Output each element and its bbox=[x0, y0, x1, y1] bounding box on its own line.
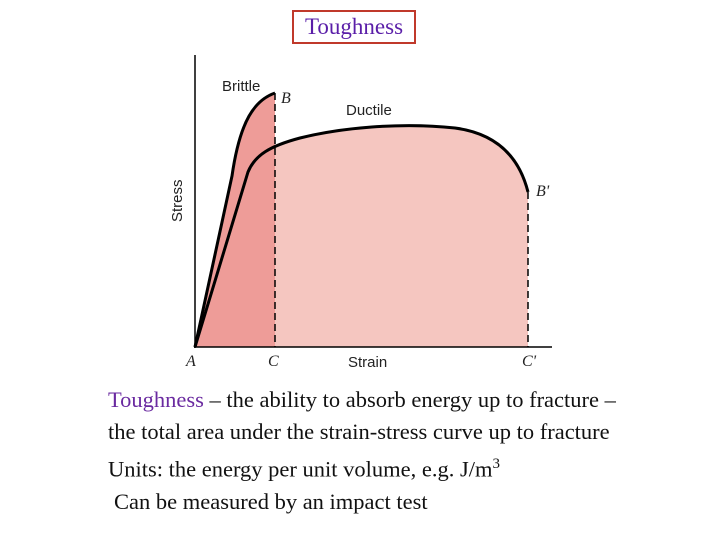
point-b-prime-label: B' bbox=[536, 183, 550, 200]
stress-strain-diagram: Brittle Ductile B B' A C C' Strain Stres… bbox=[169, 55, 552, 371]
point-b-label: B bbox=[281, 90, 291, 107]
units-text: Units: the energy per unit volume, e.g. … bbox=[108, 456, 493, 482]
y-axis-label: Stress bbox=[169, 179, 186, 222]
units-line: Units: the energy per unit volume, e.g. … bbox=[108, 448, 688, 486]
impact-test-line: Can be measured by an impact test bbox=[114, 488, 428, 514]
ductile-curve bbox=[193, 124, 530, 348]
definition-tail: – the ability to absorb energy up to fra… bbox=[203, 387, 616, 412]
slide-title-box: Toughness bbox=[292, 10, 416, 44]
toughness-term: Toughness bbox=[108, 387, 204, 412]
point-c-label: C bbox=[268, 353, 279, 370]
ductile-label: Ductile bbox=[346, 102, 392, 119]
units-exponent: 3 bbox=[492, 456, 501, 472]
slide-title: Toughness bbox=[304, 14, 404, 39]
brittle-curve bbox=[193, 91, 276, 348]
point-a-label: A bbox=[185, 353, 196, 370]
x-axis-label: Strain bbox=[348, 354, 387, 371]
brittle-label: Brittle bbox=[222, 78, 260, 95]
definition-line-2: the total area under the strain-stress c… bbox=[108, 419, 610, 444]
point-c-prime-label: C' bbox=[522, 353, 537, 370]
definition-line-1: Toughness – the ability to absorb energy… bbox=[108, 384, 688, 416]
ductile-area bbox=[195, 125, 528, 347]
definition-text-block: Toughness – the ability to absorb energy… bbox=[108, 384, 688, 518]
